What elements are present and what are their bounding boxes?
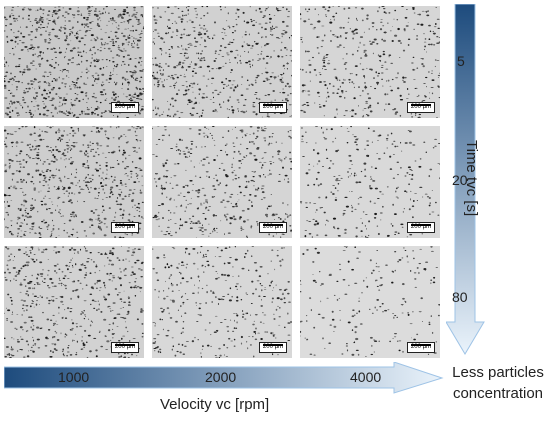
scale-bar: 200 µm [259, 102, 287, 113]
scale-bar-line [263, 104, 283, 106]
scale-bar-line [411, 104, 431, 106]
micrograph-r2-c2: 200 µm [152, 126, 292, 238]
scale-bar: 200 µm [407, 222, 435, 233]
scale-bar-label: 200 µm [262, 224, 284, 230]
time-tick-80: 80 [452, 289, 468, 305]
scale-bar-label: 200 µm [262, 104, 284, 110]
micrograph-r1-c1: 200 µm [4, 6, 144, 118]
micrograph-r1-c2: 200 µm [152, 6, 292, 118]
concentration-note-line1: Less particles [452, 364, 544, 381]
scale-bar: 200 µm [111, 102, 139, 113]
scale-bar-label: 200 µm [410, 104, 432, 110]
scale-bar-line [263, 224, 283, 226]
micrograph-r2-c1: 200 µm [4, 126, 144, 238]
micrograph-r3-c1: 200 µm [4, 246, 144, 358]
concentration-note: Less particles concentration [445, 362, 550, 404]
micrograph-r2-c3: 200 µm [300, 126, 440, 238]
time-axis-title: Time tvc [s] [463, 140, 480, 217]
micrograph-r3-c3: 200 µm [300, 246, 440, 358]
velocity-tick-4000: 4000 [350, 369, 382, 385]
time-tick-5: 5 [457, 53, 465, 69]
scale-bar-label: 200 µm [410, 344, 432, 350]
scale-bar: 200 µm [407, 102, 435, 113]
micrograph-r1-c3: 200 µm [300, 6, 440, 118]
micrograph-grid: 200 µm 200 µm 200 µm 200 µm 200 µm 200 µm 200 … [4, 6, 440, 358]
scale-bar: 200 µm [111, 342, 139, 353]
scale-bar-line [411, 344, 431, 346]
velocity-tick-2000: 2000 [205, 369, 237, 385]
scale-bar-line [115, 224, 135, 226]
scale-bar-line [115, 344, 135, 346]
velocity-tick-1000: 1000 [58, 369, 90, 385]
time-tick-20: 20 [452, 172, 468, 188]
scale-bar-line [115, 104, 135, 106]
scale-bar-label: 200 µm [114, 224, 136, 230]
scale-bar-label: 200 µm [410, 224, 432, 230]
scale-bar-label: 200 µm [114, 104, 136, 110]
scale-bar: 200 µm [259, 222, 287, 233]
velocity-axis-title: Velocity vc [rpm] [160, 396, 270, 413]
scale-bar: 200 µm [259, 342, 287, 353]
scale-bar: 200 µm [407, 342, 435, 353]
scale-bar-line [263, 344, 283, 346]
scale-bar-label: 200 µm [114, 344, 136, 350]
scale-bar-line [411, 224, 431, 226]
scale-bar: 200 µm [111, 222, 139, 233]
scale-bar-label: 200 µm [262, 344, 284, 350]
micrograph-r3-c2: 200 µm [152, 246, 292, 358]
concentration-note-line2: concentration [452, 385, 544, 402]
time-arrow [446, 4, 485, 355]
velocity-arrow [4, 362, 444, 394]
